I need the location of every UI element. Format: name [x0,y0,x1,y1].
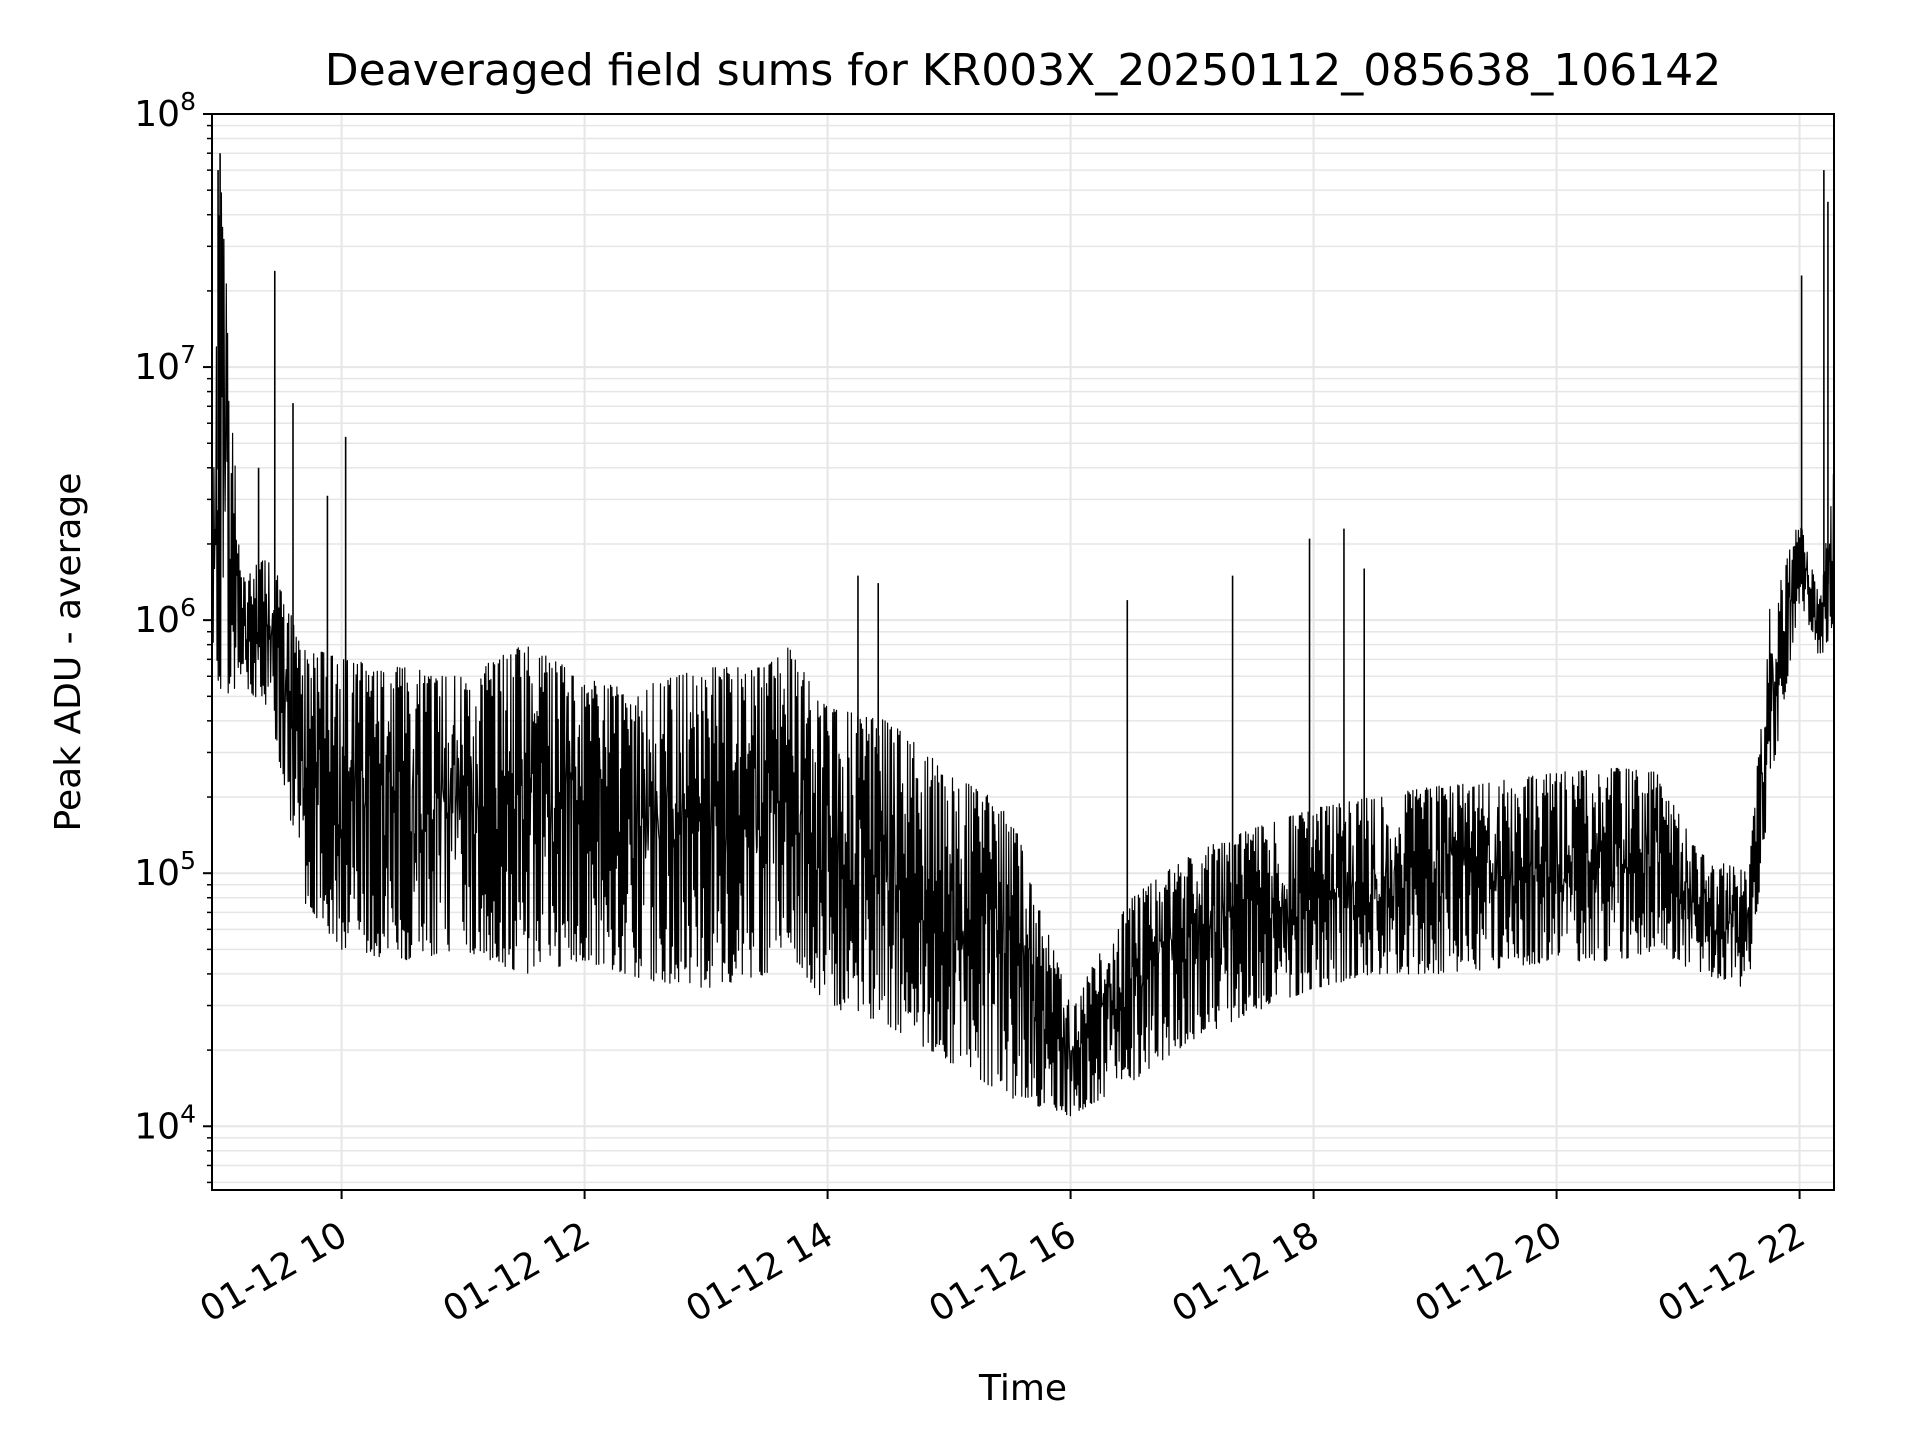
chart-title: Deaveraged field sums for KR003X_2025011… [325,45,1721,96]
x-axis-label: Time [978,1368,1067,1409]
y-axis-label: Peak ADU - average [48,473,89,832]
y-tick-label: 106 [134,593,196,641]
series-trace [211,192,1835,1117]
y-tick-label: 104 [134,1099,196,1147]
y-tick-label: 105 [134,846,196,894]
y-tick-label: 107 [134,340,196,388]
series-layer [211,153,1835,1117]
y-tick-label: 108 [134,87,196,135]
plot-frame [211,113,1835,1191]
